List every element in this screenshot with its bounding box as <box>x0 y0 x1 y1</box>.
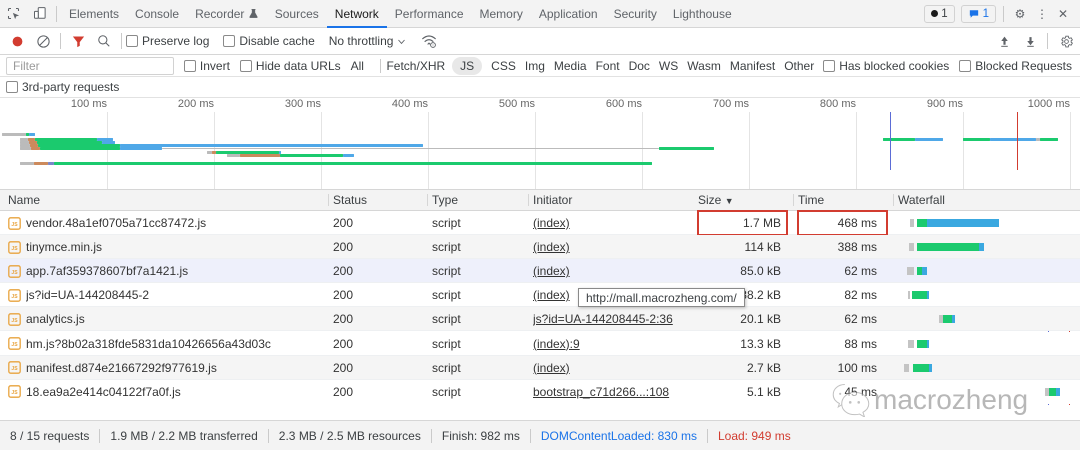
svg-text:JS: JS <box>11 270 18 276</box>
svg-text:JS: JS <box>11 390 18 396</box>
svg-text:JS: JS <box>11 221 18 227</box>
svg-text:JS: JS <box>11 294 18 300</box>
svg-text:JS: JS <box>11 342 18 348</box>
svg-text:JS: JS <box>11 246 18 252</box>
svg-text:JS: JS <box>11 366 18 372</box>
svg-text:JS: JS <box>11 318 18 324</box>
